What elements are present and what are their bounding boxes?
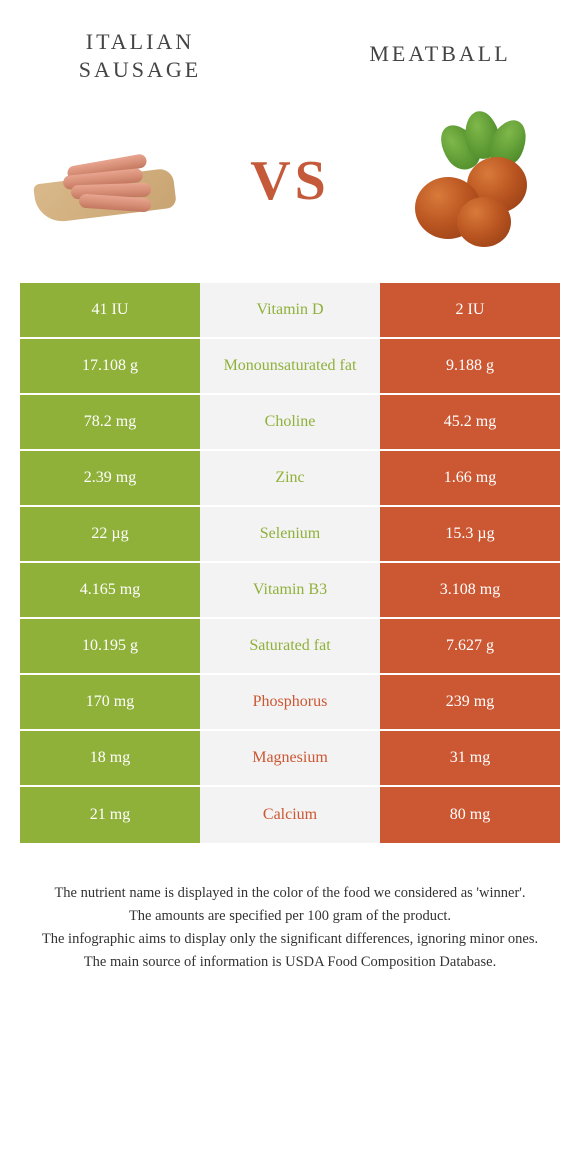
right-value-cell: 15.3 µg xyxy=(380,507,560,561)
footer-notes: The nutrient name is displayed in the co… xyxy=(0,843,580,973)
right-value-cell: 9.188 g xyxy=(380,339,560,393)
footer-line-4: The main source of information is USDA F… xyxy=(36,952,544,973)
right-title: MEATBALL xyxy=(369,41,510,66)
meatball-illustration xyxy=(395,111,545,251)
sausage-illustration xyxy=(35,136,185,226)
right-value-cell: 31 mg xyxy=(380,731,560,785)
left-value-cell: 17.108 g xyxy=(20,339,200,393)
table-row: 10.195 gSaturated fat7.627 g xyxy=(20,619,560,675)
nutrient-label-cell: Saturated fat xyxy=(200,619,380,673)
right-value-cell: 80 mg xyxy=(380,787,560,843)
right-value-cell: 7.627 g xyxy=(380,619,560,673)
nutrient-table: 41 IUVitamin D2 IU17.108 gMonounsaturate… xyxy=(20,283,560,843)
table-row: 21 mgCalcium80 mg xyxy=(20,787,560,843)
left-food-image xyxy=(30,111,190,251)
left-value-cell: 2.39 mg xyxy=(20,451,200,505)
table-row: 4.165 mgVitamin B33.108 mg xyxy=(20,563,560,619)
nutrient-label-cell: Phosphorus xyxy=(200,675,380,729)
table-row: 78.2 mgCholine45.2 mg xyxy=(20,395,560,451)
table-row: 22 µgSelenium15.3 µg xyxy=(20,507,560,563)
footer-line-1: The nutrient name is displayed in the co… xyxy=(36,883,544,904)
nutrient-label-cell: Zinc xyxy=(200,451,380,505)
left-value-cell: 22 µg xyxy=(20,507,200,561)
left-title-line2: SAUSAGE xyxy=(79,57,201,82)
left-value-cell: 18 mg xyxy=(20,731,200,785)
footer-line-3: The infographic aims to display only the… xyxy=(36,929,544,950)
nutrient-label-cell: Choline xyxy=(200,395,380,449)
nutrient-label-cell: Magnesium xyxy=(200,731,380,785)
nutrient-label-cell: Vitamin B3 xyxy=(200,563,380,617)
table-row: 17.108 gMonounsaturated fat9.188 g xyxy=(20,339,560,395)
table-row: 170 mgPhosphorus239 mg xyxy=(20,675,560,731)
table-row: 41 IUVitamin D2 IU xyxy=(20,283,560,339)
table-row: 18 mgMagnesium31 mg xyxy=(20,731,560,787)
table-row: 2.39 mgZinc1.66 mg xyxy=(20,451,560,507)
right-value-cell: 3.108 mg xyxy=(380,563,560,617)
vs-label: VS xyxy=(250,149,330,213)
nutrient-label-cell: Selenium xyxy=(200,507,380,561)
right-value-cell: 45.2 mg xyxy=(380,395,560,449)
right-food-image xyxy=(390,111,550,251)
right-value-cell: 239 mg xyxy=(380,675,560,729)
nutrient-label-cell: Monounsaturated fat xyxy=(200,339,380,393)
right-value-cell: 1.66 mg xyxy=(380,451,560,505)
left-value-cell: 170 mg xyxy=(20,675,200,729)
left-title-line1: ITALIAN xyxy=(86,29,194,54)
footer-line-2: The amounts are specified per 100 gram o… xyxy=(36,906,544,927)
right-food-title: MEATBALL xyxy=(340,28,540,83)
header: ITALIAN SAUSAGE MEATBALL xyxy=(0,0,580,93)
left-food-title: ITALIAN SAUSAGE xyxy=(40,28,240,83)
left-value-cell: 10.195 g xyxy=(20,619,200,673)
images-row: VS xyxy=(0,93,580,283)
left-value-cell: 4.165 mg xyxy=(20,563,200,617)
left-value-cell: 41 IU xyxy=(20,283,200,337)
nutrient-label-cell: Calcium xyxy=(200,787,380,843)
right-value-cell: 2 IU xyxy=(380,283,560,337)
nutrient-label-cell: Vitamin D xyxy=(200,283,380,337)
left-value-cell: 78.2 mg xyxy=(20,395,200,449)
left-value-cell: 21 mg xyxy=(20,787,200,843)
